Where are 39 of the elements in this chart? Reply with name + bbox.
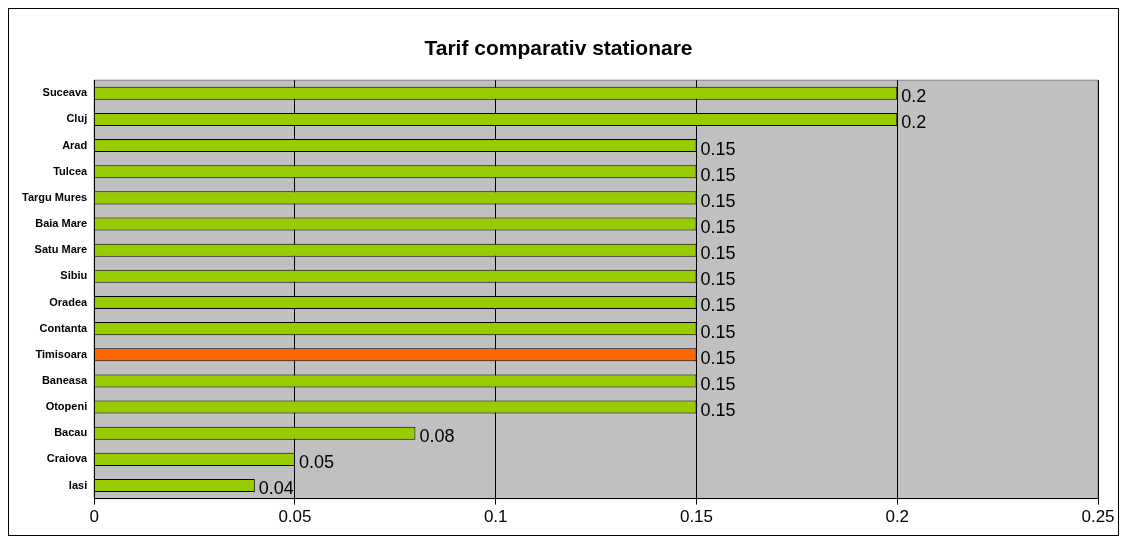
y-tick-label: Baia Mare — [35, 217, 88, 230]
data-label: 0.15 — [700, 347, 736, 368]
y-tick-label: Contanta — [39, 321, 89, 334]
data-label: 0.15 — [700, 216, 736, 237]
data-label: 0.15 — [700, 138, 736, 159]
data-label: 0.2 — [901, 86, 927, 107]
y-tick-label: Suceava — [42, 86, 89, 99]
x-tick-label: 0.25 — [1081, 507, 1115, 527]
y-tick-label: Bacau — [54, 426, 88, 439]
y-tick-label: Baneasa — [41, 373, 89, 386]
data-label: 0.15 — [700, 164, 736, 185]
data-label: 0.15 — [700, 373, 736, 394]
y-tick-label: Targu Mures — [21, 190, 88, 203]
data-label: 0.2 — [901, 112, 927, 133]
y-tick-label: Arad — [62, 138, 88, 151]
y-tick-label: Timisoara — [35, 347, 89, 360]
y-tick-label: Satu Mare — [34, 243, 88, 256]
x-tick-label: 0.2 — [885, 507, 910, 527]
y-tick-label: Iasi — [68, 478, 88, 491]
data-label: 0.05 — [298, 452, 334, 473]
data-label: 0.04 — [258, 478, 294, 499]
chart-title: Tarif comparativ stationare — [424, 36, 693, 60]
y-tick-label: Sibiu — [60, 269, 88, 282]
x-tick-label: 0.15 — [679, 507, 714, 527]
y-tick-label: Otopeni — [45, 400, 88, 413]
x-tick-label: 0.1 — [483, 507, 508, 527]
y-tick-label: Oradea — [49, 295, 89, 308]
y-tick-label: Cluj — [66, 112, 88, 125]
x-tick-label: 0 — [89, 507, 99, 527]
y-tick-label: Tulcea — [53, 164, 89, 177]
y-tick-label: Craiova — [46, 452, 89, 465]
data-label: 0.15 — [700, 190, 736, 211]
data-label: 0.15 — [700, 269, 736, 290]
data-label: 0.08 — [419, 426, 455, 447]
data-label: 0.15 — [700, 243, 736, 264]
x-tick-label: 0.05 — [278, 507, 312, 527]
data-label: 0.15 — [700, 400, 736, 421]
data-label: 0.15 — [700, 295, 736, 316]
data-label: 0.15 — [700, 321, 736, 342]
